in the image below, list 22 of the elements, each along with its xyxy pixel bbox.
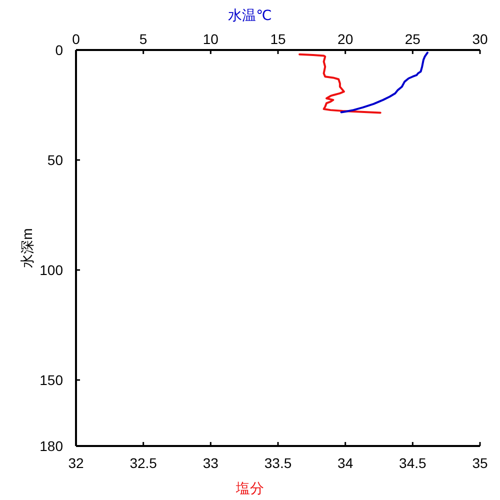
x2-tick-label: 30 [472, 31, 488, 47]
x-tick-label: 34.5 [399, 455, 427, 471]
x-tick-label: 32.5 [130, 455, 158, 471]
y-tick-label: 150 [40, 372, 64, 388]
y-axis-title: 水深m [19, 228, 35, 268]
x2-tick-label: 10 [202, 31, 219, 47]
y-tick-label: 50 [47, 152, 64, 168]
x-tick-label: 35 [472, 455, 488, 471]
x2-tick-label: 0 [72, 31, 80, 47]
x2-tick-label: 25 [404, 31, 421, 47]
x-tick-label: 33.5 [264, 455, 292, 471]
x-tick-label: 32 [68, 455, 84, 471]
y-tick-label: 180 [40, 438, 64, 454]
x2-tick-label: 20 [338, 31, 354, 47]
x-axis-title: 塩分 [235, 480, 264, 496]
x2-tick-label: 15 [270, 31, 286, 47]
y-tick-label: 100 [40, 262, 64, 278]
x-tick-label: 34 [338, 455, 354, 471]
x2-axis-title: 水温℃ [228, 7, 272, 23]
x2-tick-label: 5 [139, 31, 148, 47]
x-tick-label: 33 [202, 455, 219, 471]
y-tick-label: 0 [55, 42, 64, 58]
